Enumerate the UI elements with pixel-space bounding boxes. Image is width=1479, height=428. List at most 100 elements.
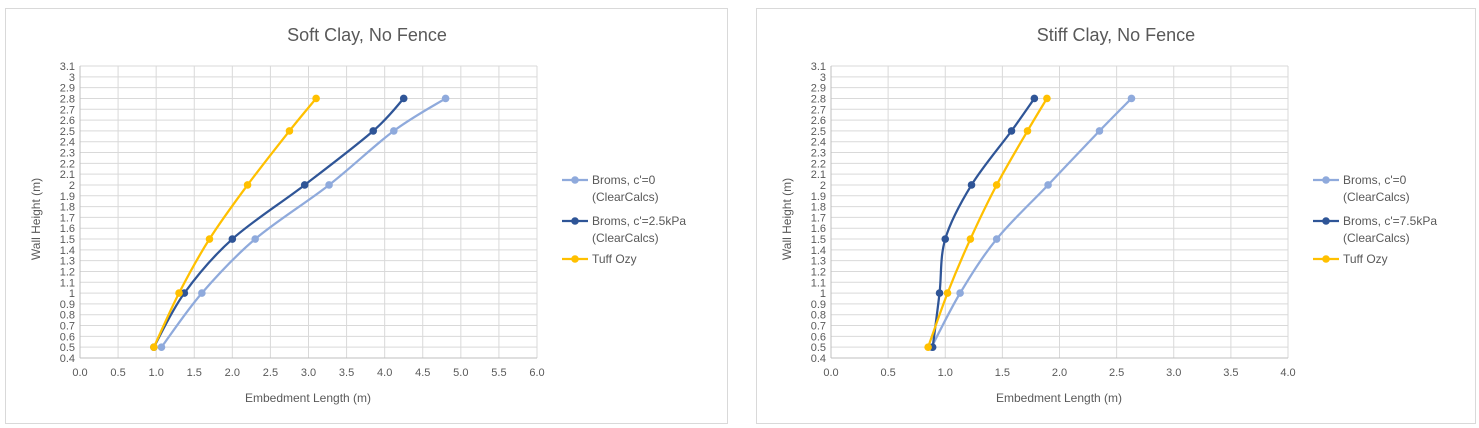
x-tick-label: 0.0 xyxy=(823,367,838,379)
y-tick-label: 2 xyxy=(69,180,75,192)
data-point xyxy=(956,289,964,297)
y-tick-label: 0.9 xyxy=(60,299,75,311)
x-tick-label: 4.0 xyxy=(377,367,392,379)
data-point xyxy=(399,94,408,103)
y-tick-label: 1.8 xyxy=(60,202,75,214)
y-tick-label: 3 xyxy=(69,72,75,84)
y-tick-label: 2.3 xyxy=(811,148,826,160)
y-tick-label: 1.1 xyxy=(60,277,75,289)
y-tick-label: 0.7 xyxy=(811,321,826,333)
data-point xyxy=(935,289,944,297)
data-point xyxy=(967,181,976,189)
data-point xyxy=(1007,127,1016,135)
chart-svg-stiff-clay: Stiff Clay, No Fence Embedment Length (m… xyxy=(780,25,1437,405)
legend-swatch-marker xyxy=(1322,255,1330,263)
y-tick-label: 1.3 xyxy=(811,256,826,268)
y-tick-label: 1.9 xyxy=(811,191,826,203)
legend[interactable]: Broms, c'=0 (ClearCalcs) Broms, c'=7.5kPa (… xyxy=(1313,173,1437,266)
legend-label: Broms, c'=0 xyxy=(592,173,656,187)
y-tick-label: 3 xyxy=(820,72,826,84)
data-point xyxy=(924,343,932,351)
data-point xyxy=(1023,127,1032,135)
y-tick-label: 2.1 xyxy=(811,169,826,181)
y-tick-label: 2.6 xyxy=(811,115,826,127)
x-tick-label: 0.5 xyxy=(880,367,895,379)
x-tick-label: 3.0 xyxy=(1166,367,1181,379)
data-point xyxy=(228,235,237,243)
y-tick-label: 2.2 xyxy=(811,158,826,170)
x-axis-title: Embedment Length (m) xyxy=(245,391,371,405)
x-tick-label: 5.5 xyxy=(491,367,506,379)
data-point xyxy=(180,289,189,297)
legend-label: Tuff Ozy xyxy=(592,252,637,266)
legend-label: Broms, c'=2.5kPa xyxy=(592,214,686,228)
legend-label: Tuff Ozy xyxy=(1343,252,1388,266)
x-tick-label: 5.0 xyxy=(453,367,468,379)
legend-swatch-marker xyxy=(571,255,579,263)
y-tick-label: 1.1 xyxy=(811,277,826,289)
plot-area: 0.0 0.5 1.0 1.5 2.0 2.5 3.0 3.5 4.00.40.50.60.70… xyxy=(811,61,1296,379)
y-tick-label: 0.5 xyxy=(60,342,75,354)
x-tick-label: 2.0 xyxy=(225,367,240,379)
y-tick-label: 0.4 xyxy=(60,353,75,365)
series-line-2 xyxy=(152,97,405,348)
x-tick-label: 1.0 xyxy=(149,367,164,379)
data-point xyxy=(1127,94,1136,103)
y-tick-label: 0.8 xyxy=(60,310,75,322)
x-tick-label: 4.5 xyxy=(415,367,430,379)
x-tick-label: 2.5 xyxy=(263,367,278,379)
y-tick-label: 0.6 xyxy=(60,331,75,343)
data-point xyxy=(441,94,450,103)
y-tick-label: 1.4 xyxy=(811,245,826,257)
y-tick-label: 1 xyxy=(69,288,75,300)
y-tick-label: 1 xyxy=(820,288,826,300)
x-tick-label: 6.0 xyxy=(529,367,544,379)
y-tick-label: 1.5 xyxy=(811,234,826,246)
legend-swatch-marker xyxy=(1322,217,1330,225)
series-line-2 xyxy=(931,97,1036,348)
data-point xyxy=(251,235,259,243)
legend[interactable]: Broms, c'=0 (ClearCalcs) Broms, c'=2.5kPa (… xyxy=(562,173,686,266)
data-point xyxy=(325,181,333,189)
y-tick-label: 2.2 xyxy=(60,158,75,170)
data-point xyxy=(992,235,1001,243)
y-tick-label: 1.3 xyxy=(60,256,75,268)
y-tick-label: 0.8 xyxy=(811,310,826,322)
y-tick-label: 1.2 xyxy=(60,266,75,278)
chart-svg-soft-clay: Soft Clay, No Fence Embedment Length (m)… xyxy=(29,25,686,405)
legend-label-line2: (ClearCalcs) xyxy=(592,231,659,245)
data-point xyxy=(1043,94,1051,103)
y-tick-label: 1.2 xyxy=(811,266,826,278)
y-tick-label: 2.8 xyxy=(811,93,826,105)
y-tick-label: 1.5 xyxy=(60,234,75,246)
y-tick-label: 0.6 xyxy=(811,331,826,343)
y-tick-label: 2.4 xyxy=(811,137,826,149)
y-tick-label: 0.9 xyxy=(811,299,826,311)
data-point xyxy=(1044,181,1052,189)
legend-label-line2: (ClearCalcs) xyxy=(1343,231,1410,245)
y-tick-label: 3.1 xyxy=(60,61,75,73)
y-tick-label: 1.7 xyxy=(60,212,75,224)
chart-panel-soft-clay[interactable]: Soft Clay, No Fence Embedment Length (m)… xyxy=(5,8,728,424)
y-tick-label: 1.9 xyxy=(60,191,75,203)
x-tick-label: 3.0 xyxy=(301,367,316,379)
data-point xyxy=(390,127,398,135)
legend-label-line2: (ClearCalcs) xyxy=(1343,190,1410,204)
data-point xyxy=(243,181,252,189)
x-tick-label: 0.0 xyxy=(72,367,87,379)
legend-swatch-marker xyxy=(1322,176,1330,184)
data-point xyxy=(300,181,309,189)
y-tick-label: 2.9 xyxy=(811,83,826,95)
data-point xyxy=(312,94,320,103)
data-point xyxy=(175,289,183,297)
y-tick-label: 3.1 xyxy=(811,61,826,73)
y-tick-label: 2.5 xyxy=(60,126,75,138)
y-axis-title: Wall Height (m) xyxy=(29,178,43,260)
legend-swatch-marker xyxy=(571,217,579,225)
plot-area: 0.0 0.5 1.0 1.5 2.0 2.5 3.0 3.5 4.0 4.5 5.0 5.5 6.0 0… xyxy=(60,61,545,379)
x-tick-label: 2.5 xyxy=(1109,367,1124,379)
series-line-3 xyxy=(927,97,1048,348)
y-tick-label: 2.6 xyxy=(60,115,75,127)
y-tick-label: 1.8 xyxy=(811,202,826,214)
chart-panel-stiff-clay[interactable]: Stiff Clay, No Fence Embedment Length (m… xyxy=(756,8,1476,424)
